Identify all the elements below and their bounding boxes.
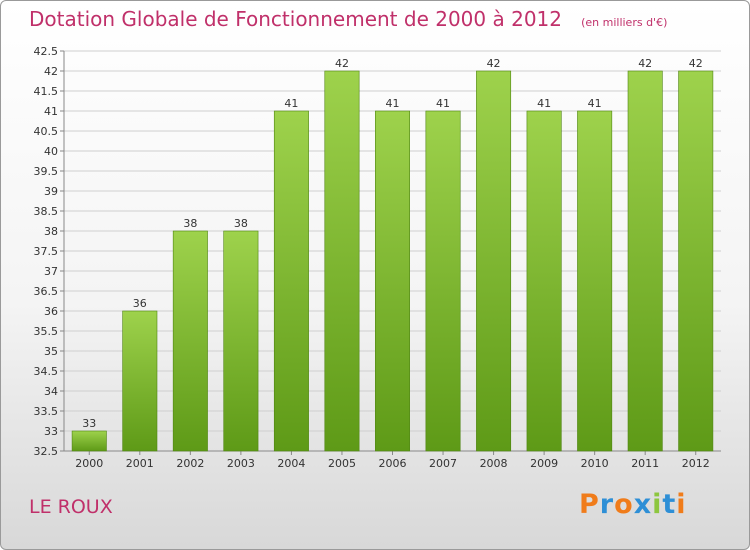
y-tick-label: 36.5 [34,285,59,298]
bar [122,310,158,452]
bar [526,110,562,452]
bar-value-label: 42 [689,57,703,70]
bar [273,110,309,452]
bar-value-label: 41 [386,97,400,110]
bar [678,70,714,452]
brand-letter: r [599,489,615,520]
bar [627,70,663,452]
bar [476,70,512,452]
bar [425,110,461,452]
brand-letter: P [579,489,600,520]
brand-logo: Proxiti [579,489,687,520]
bar [71,430,107,452]
bar [375,110,410,452]
y-tick-label: 38.5 [34,205,59,218]
y-tick-label: 40.5 [34,125,59,138]
bar-value-label: 42 [335,57,349,70]
x-tick-label: 2002 [176,457,204,470]
bar [172,230,208,452]
brand-letter: i [676,489,687,520]
chart-subtitle: (en milliers d'€) [581,16,668,29]
bar-value-label: 41 [284,97,298,110]
bar-value-label: 41 [537,97,551,110]
y-tick-label: 39 [44,185,58,198]
x-tick-label: 2001 [126,457,154,470]
bars [71,70,714,452]
x-tick-label: 2004 [277,457,305,470]
bar [577,110,613,452]
brand-letter: t [662,489,677,520]
y-tick-label: 39.5 [34,165,59,178]
y-tick-label: 42 [44,65,58,78]
x-tick-label: 2011 [631,457,659,470]
title-row: Dotation Globale de Fonctionnement de 20… [29,7,667,31]
commune-name: LE ROUX [29,496,113,518]
bar-value-label: 33 [82,417,96,430]
x-tick-label: 2003 [227,457,255,470]
y-tick-label: 32.5 [34,445,59,458]
bar [324,70,360,452]
brand-letter: i [652,489,663,520]
y-tick-label: 33.5 [34,405,59,418]
x-tick-label: 2007 [429,457,457,470]
bar-value-label: 38 [183,217,197,230]
y-tick-label: 33 [44,425,58,438]
y-tick-label: 37 [44,265,58,278]
brand-letter: x [633,489,653,520]
y-tick-label: 38 [44,225,58,238]
bar [223,230,259,452]
y-tick-label: 35.5 [34,325,59,338]
y-tick-label: 34 [44,385,58,398]
bar-value-label: 41 [588,97,602,110]
bar-value-label: 42 [487,57,501,70]
bar-value-label: 38 [234,217,248,230]
y-tick-label: 41.5 [34,85,59,98]
y-tick-label: 42.5 [34,45,59,58]
labels: 32.5 33 33.5 34 34.5 35 35.5 36 36.5 37 37.5 38 38.5… [34,45,710,470]
bar-value-label: 41 [436,97,450,110]
x-tick-label: 2008 [480,457,508,470]
chart-title: Dotation Globale de Fonctionnement de 20… [29,7,562,31]
brand-letter: o [614,489,634,520]
x-tick-label: 2006 [379,457,407,470]
x-tick-label: 2005 [328,457,356,470]
x-tick-label: 2009 [530,457,558,470]
bar-value-label: 36 [133,297,147,310]
y-tick-label: 35 [44,345,58,358]
bar-value-label: 42 [638,57,652,70]
y-tick-label: 34.5 [34,365,59,378]
y-tick-label: 37.5 [34,245,59,258]
x-tick-label: 2000 [75,457,103,470]
y-tick-label: 41 [44,105,58,118]
y-tick-label: 36 [44,305,58,318]
y-tick-label: 40 [44,145,58,158]
x-tick-label: 2012 [682,457,710,470]
x-tick-label: 2010 [581,457,609,470]
